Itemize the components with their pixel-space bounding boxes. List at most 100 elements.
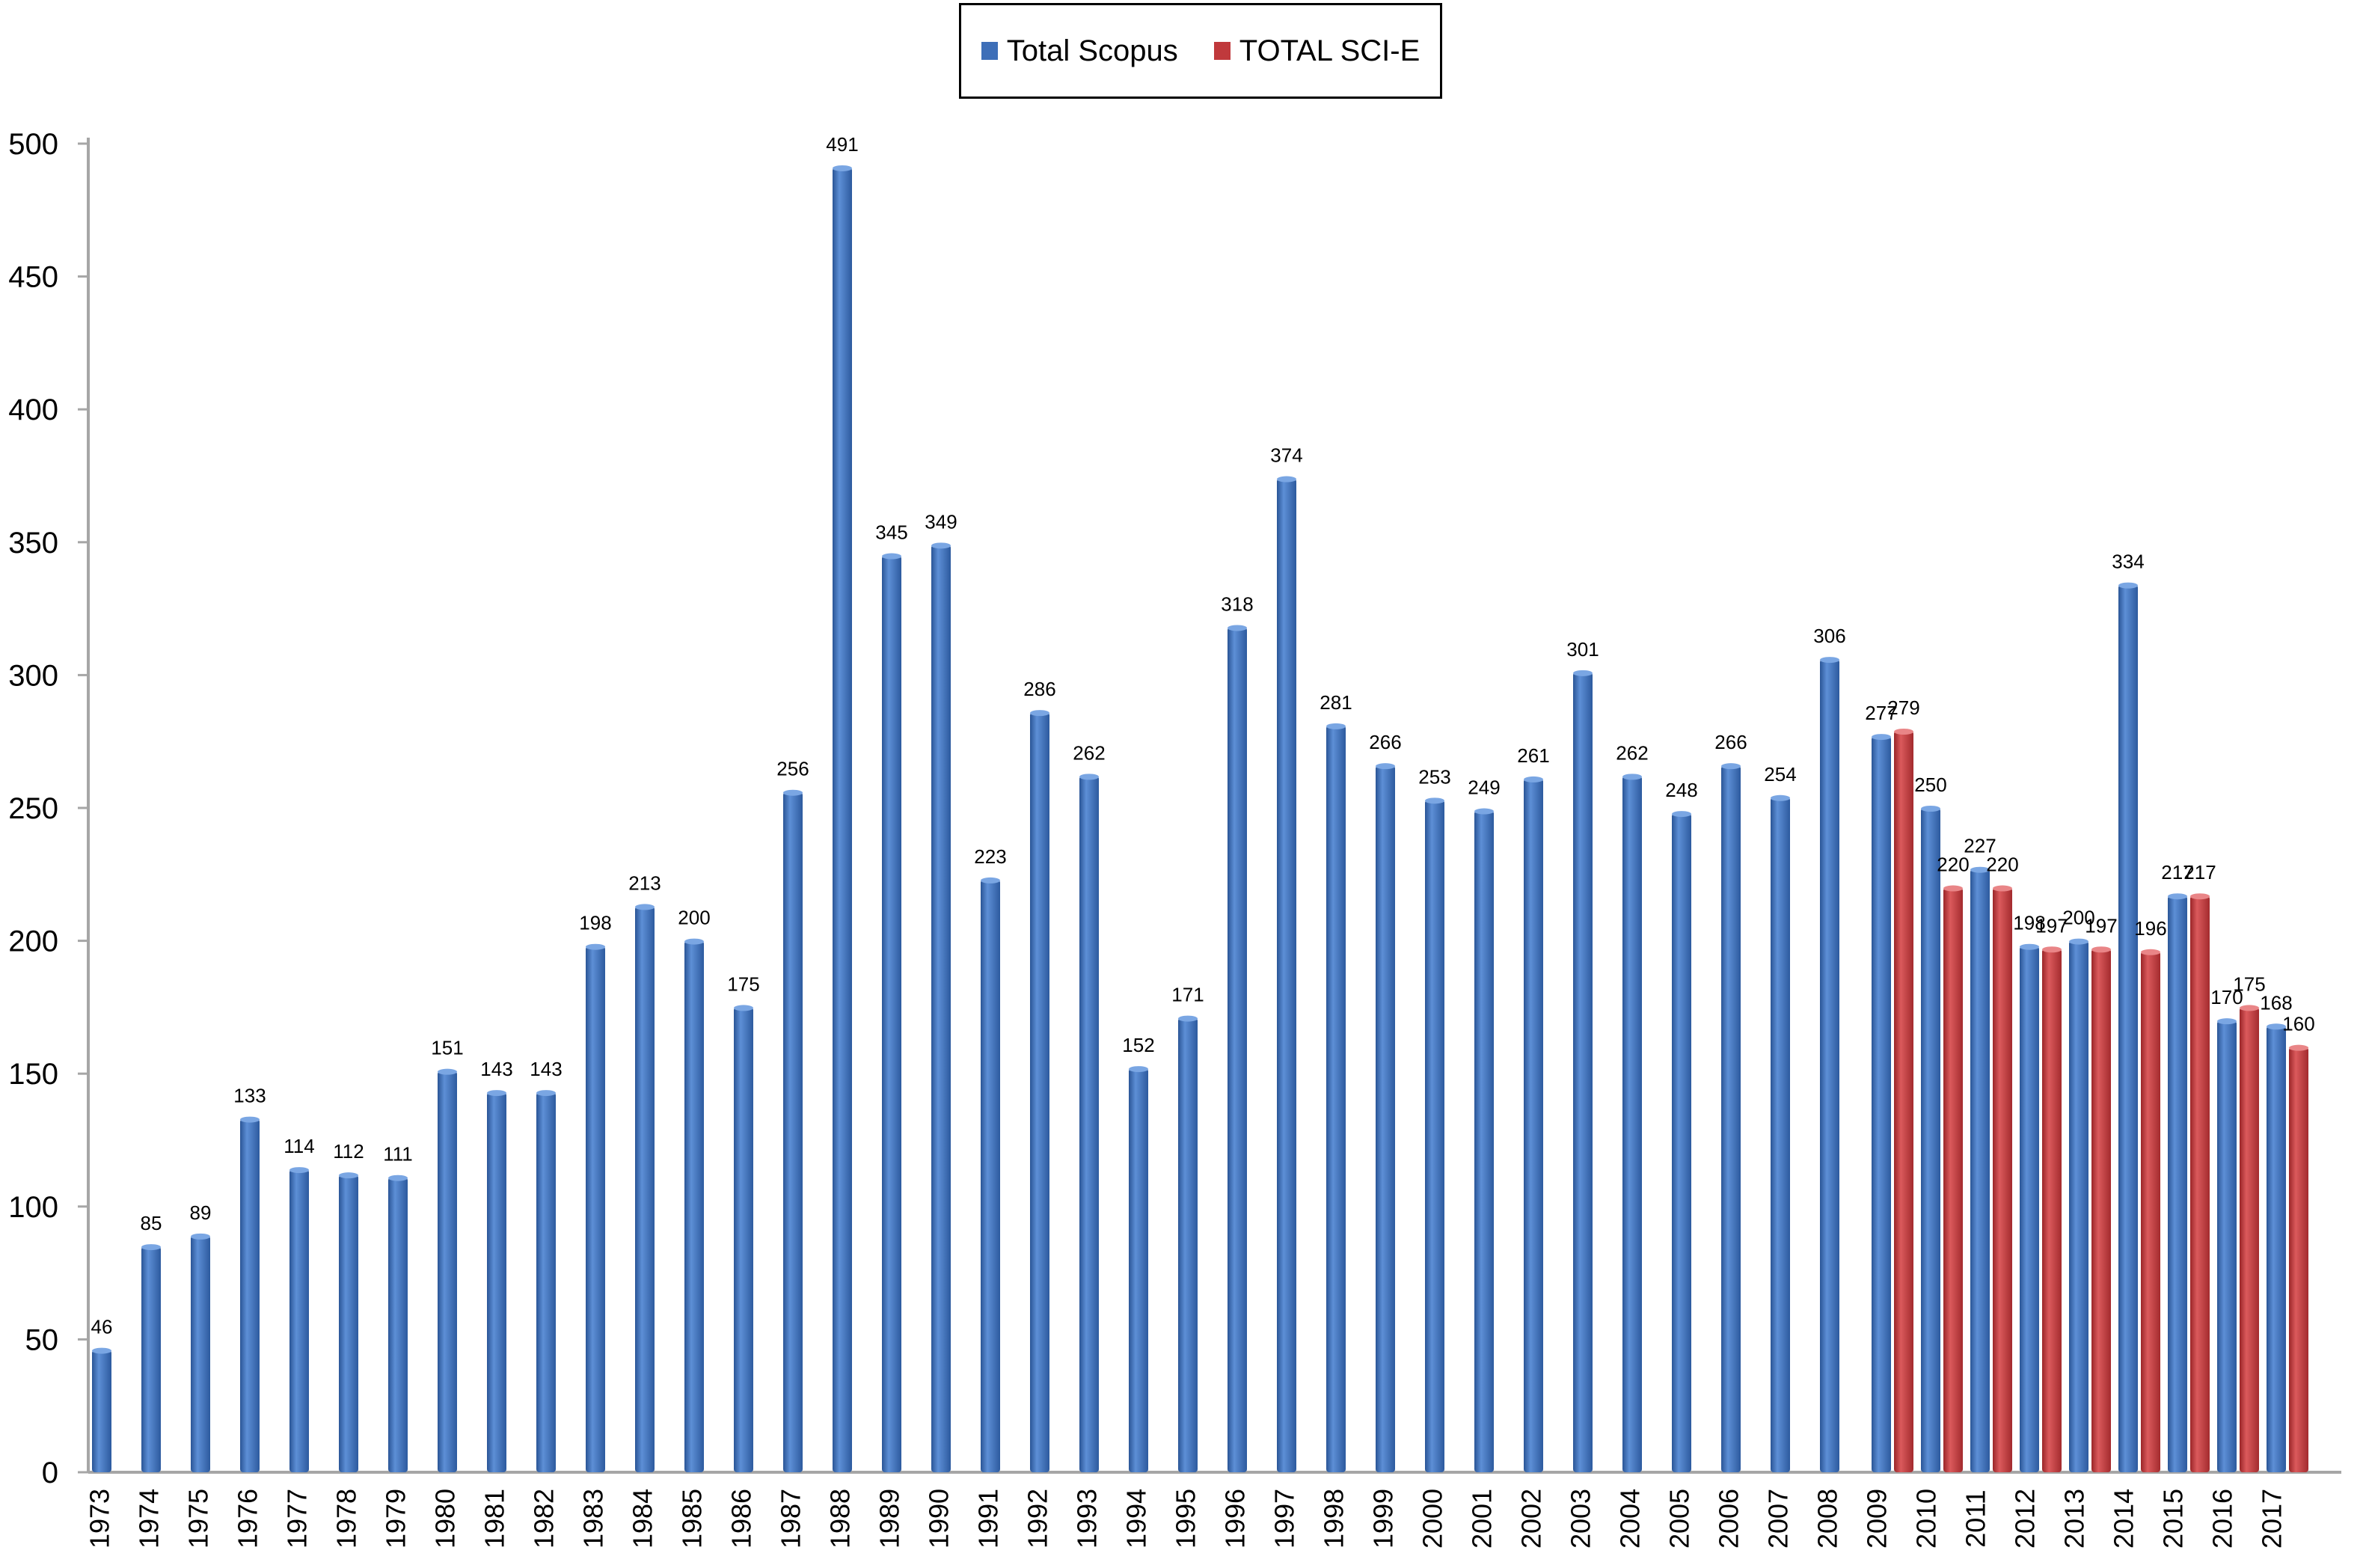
bar-total-sci-e-2009 — [1894, 730, 1913, 1472]
bar-cap — [981, 877, 1000, 883]
data-label-total-scopus-1999: 266 — [1369, 731, 1401, 753]
data-label-total-scopus-2001: 249 — [1468, 777, 1500, 799]
bar-cap — [882, 553, 901, 560]
bar-cap — [388, 1175, 408, 1181]
bar-total-scopus-2012 — [2020, 946, 2039, 1472]
bar-total-scopus-1991 — [981, 879, 1000, 1472]
bar-cap — [2069, 938, 2088, 945]
bar-cap — [1079, 774, 1099, 780]
data-label-total-scopus-1993: 262 — [1073, 741, 1105, 764]
x-tick-label-1994: 1994 — [1121, 1489, 1152, 1549]
x-tick-label-2005: 2005 — [1664, 1489, 1695, 1549]
x-tick-label-2011: 2011 — [1961, 1489, 1991, 1547]
bar-cap — [2020, 943, 2039, 950]
data-label-total-scopus-2008: 306 — [1813, 625, 1845, 647]
bar-total-scopus-1988 — [833, 167, 852, 1472]
bar-cap — [438, 1068, 457, 1075]
x-tick-label-1987: 1987 — [776, 1489, 806, 1549]
data-label-total-scopus-1975: 89 — [190, 1201, 212, 1224]
bar-total-scopus-2008 — [1820, 659, 1839, 1472]
bar-cap — [289, 1167, 309, 1174]
bar-total-sci-e-2012 — [2042, 949, 2062, 1472]
data-label-total-scopus-1977: 114 — [284, 1135, 314, 1157]
y-tick-label: 150 — [8, 1058, 58, 1091]
x-tick-label-2016: 2016 — [2207, 1489, 2238, 1549]
bar-cap — [2217, 1018, 2237, 1025]
bar-total-scopus-2009 — [1872, 736, 1891, 1472]
bar-total-scopus-2006 — [1721, 765, 1741, 1472]
bar-cap — [141, 1244, 161, 1251]
data-label-total-scopus-2013: 200 — [2062, 907, 2094, 929]
bar-cap — [1672, 811, 1691, 818]
x-tick-label-2009: 2009 — [1862, 1489, 1893, 1549]
data-label-total-sci-e-2016: 175 — [2233, 973, 2265, 995]
bar-cap — [2267, 1023, 2286, 1030]
legend-item-total-sci-e: TOTAL SCI-E — [1213, 34, 1420, 68]
bar-cap — [1425, 797, 1444, 804]
data-label-total-sci-e-2012: 197 — [2035, 914, 2068, 937]
data-label-total-scopus-1997: 374 — [1270, 444, 1302, 467]
data-label-total-scopus-2006: 266 — [1714, 731, 1747, 753]
y-tick-label: 350 — [8, 527, 58, 560]
bar-total-sci-e-2017 — [2289, 1047, 2308, 1472]
bar-total-scopus-2000 — [1425, 800, 1444, 1472]
bar-total-scopus-1985 — [684, 940, 704, 1472]
data-label-total-sci-e-2014: 196 — [2134, 917, 2166, 940]
bar-total-scopus-1975 — [191, 1235, 210, 1472]
data-label-total-scopus-1983: 198 — [579, 912, 611, 934]
data-label-total-scopus-1980: 151 — [431, 1037, 463, 1059]
bar-total-scopus-2003 — [1573, 672, 1593, 1472]
bar-cap — [734, 1005, 753, 1011]
data-label-total-scopus-2015: 217 — [2161, 861, 2193, 883]
data-label-total-scopus-2017: 168 — [2260, 991, 2292, 1014]
bar-total-sci-e-2013 — [2091, 949, 2111, 1472]
x-tick-label-1998: 1998 — [1319, 1489, 1349, 1549]
bar-total-scopus-1999 — [1376, 765, 1395, 1472]
x-tick-label-1976: 1976 — [233, 1489, 263, 1549]
x-tick-label-2010: 2010 — [1911, 1489, 1942, 1549]
x-tick-label-2015: 2015 — [2158, 1489, 2189, 1549]
bar-total-scopus-1982 — [536, 1092, 556, 1472]
bar-total-scopus-1979 — [388, 1177, 408, 1472]
bar-total-sci-e-2015 — [2190, 895, 2210, 1472]
bar-total-scopus-1976 — [240, 1118, 260, 1472]
data-label-total-scopus-1979: 111 — [383, 1143, 413, 1166]
bar-total-scopus-1996 — [1228, 627, 1247, 1472]
x-tick-label-1975: 1975 — [183, 1489, 214, 1549]
bar-total-scopus-1997 — [1277, 478, 1296, 1472]
data-label-total-scopus-1987: 256 — [776, 758, 809, 780]
x-tick-label-1986: 1986 — [726, 1489, 757, 1549]
bar-cap — [1474, 808, 1494, 815]
bar-total-scopus-2017 — [2267, 1026, 2286, 1472]
bar-total-scopus-1978 — [339, 1175, 358, 1472]
bar-cap — [1721, 763, 1741, 770]
x-tick-label-1982: 1982 — [529, 1489, 560, 1549]
bar-cap — [1993, 885, 2012, 892]
data-label-total-scopus-1992: 286 — [1023, 678, 1055, 700]
data-label-total-scopus-1986: 175 — [727, 973, 759, 995]
data-label-total-scopus-1995: 171 — [1171, 984, 1204, 1006]
x-tick-label-1999: 1999 — [1368, 1489, 1399, 1549]
y-tick-label: 250 — [8, 792, 58, 825]
data-label-total-sci-e-2009: 279 — [1887, 696, 1919, 719]
x-tick-label-2013: 2013 — [2059, 1489, 2090, 1549]
bar-cap — [1921, 806, 1940, 812]
bar-cap — [783, 789, 803, 796]
bar-total-scopus-2001 — [1474, 810, 1494, 1472]
data-label-total-scopus-2009: 277 — [1865, 702, 1897, 724]
data-label-total-scopus-1978: 112 — [333, 1140, 364, 1163]
x-tick-label-1988: 1988 — [825, 1489, 856, 1549]
y-tick-label: 400 — [8, 393, 58, 426]
x-tick-label-2017: 2017 — [2257, 1489, 2287, 1549]
x-tick-label-1977: 1977 — [282, 1489, 313, 1549]
x-tick-label-2004: 2004 — [1615, 1489, 1646, 1549]
data-label-total-scopus-2000: 253 — [1418, 765, 1450, 788]
x-tick-label-1974: 1974 — [134, 1489, 165, 1549]
bar-cap — [1524, 776, 1543, 783]
bar-cap — [1129, 1066, 1148, 1073]
x-tick-label-1985: 1985 — [677, 1489, 708, 1549]
x-tick-label-1991: 1991 — [973, 1489, 1004, 1549]
bar-cap — [2118, 582, 2138, 589]
